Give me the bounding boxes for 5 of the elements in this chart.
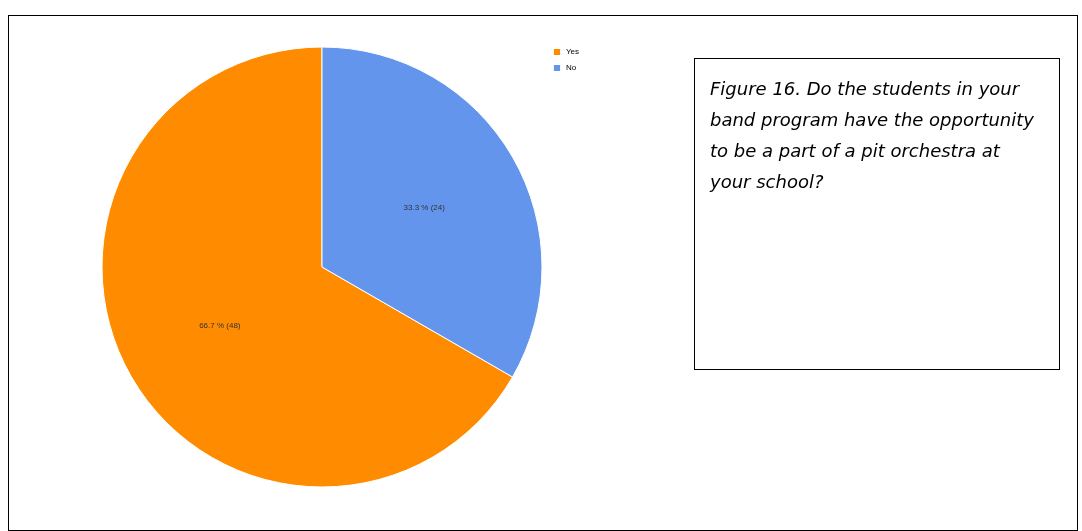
legend-label: No (566, 63, 577, 72)
legend-label: Yes (566, 47, 580, 56)
data-label: 33.3 % (24) (403, 203, 446, 212)
data-label: 66.7 % (48) (199, 321, 241, 330)
text: Figure 16. Do the students in your band program have the opportunity to be a part of a pit orchestra at your school? (694, 58, 1060, 370)
